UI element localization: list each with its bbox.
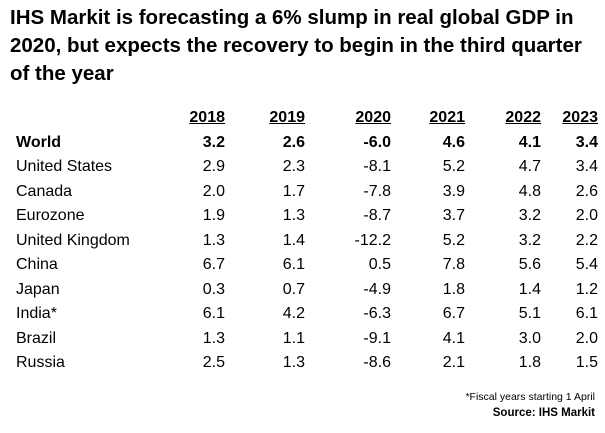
table-cell: 6.1 <box>575 305 598 322</box>
table-header-row: 2018 2019 2020 2021 2022 2023 <box>10 99 598 127</box>
table-cell: 6.1 <box>202 305 225 322</box>
table-cell: 0.7 <box>282 280 305 298</box>
footnote: *Fiscal years starting 1 April <box>465 391 595 403</box>
table-cell: 0.3 <box>202 280 225 298</box>
table-cell: 4.1 <box>518 133 541 151</box>
table-cell: 5.2 <box>442 158 465 175</box>
table-cell: 4.2 <box>282 305 305 322</box>
table-cell: 1.1 <box>282 329 305 347</box>
table-cell: -12.2 <box>354 231 391 249</box>
table-cell: 2.1 <box>442 354 465 371</box>
table-cell: 7.8 <box>442 256 465 273</box>
column-header: 2022 <box>505 109 541 126</box>
row-label: Russia <box>16 354 65 371</box>
table-cell: -6.3 <box>363 305 391 322</box>
table-cell: -8.7 <box>363 207 391 224</box>
table-cell: 3.4 <box>575 158 598 175</box>
table-cell: 3.7 <box>442 207 465 224</box>
column-header: 2018 <box>189 109 225 126</box>
table-cell: 1.3 <box>202 329 225 347</box>
table-cell: 2.0 <box>575 329 598 347</box>
table-cell: 6.7 <box>202 256 225 273</box>
row-label: United Kingdom <box>16 231 130 249</box>
table-cell: 2.6 <box>575 182 598 200</box>
table-row-world: World 3.2 2.6 -6.0 4.6 4.1 3.4 <box>10 127 598 152</box>
table-cell: 3.0 <box>518 329 541 347</box>
table-cell: 3.2 <box>518 207 541 224</box>
source-note: Source: IHS Markit <box>492 407 595 419</box>
column-header: 2020 <box>355 109 391 126</box>
table-cell: 4.8 <box>518 182 541 200</box>
table-cell: -8.1 <box>363 158 391 175</box>
table-cell: -4.9 <box>363 280 391 298</box>
table-cell: 4.7 <box>518 158 541 175</box>
column-header: 2019 <box>269 109 305 126</box>
table-cell: 1.4 <box>282 231 305 249</box>
table-cell: 1.9 <box>202 207 225 224</box>
table-cell: 1.3 <box>282 354 305 371</box>
row-label: Japan <box>16 280 60 298</box>
table-cell: 6.7 <box>442 305 465 322</box>
table-cell: 3.2 <box>518 231 541 249</box>
table-cell: 6.1 <box>282 256 305 273</box>
table-row: India* 6.1 4.2 -6.3 6.7 5.1 6.1 <box>10 299 598 324</box>
row-label: United States <box>16 158 113 175</box>
table-cell: 5.1 <box>518 305 541 322</box>
table-cell: 2.0 <box>575 207 598 224</box>
row-label: World <box>16 133 62 151</box>
table-cell: -9.1 <box>363 329 391 347</box>
table-cell: 2.3 <box>282 158 305 175</box>
table-cell: 2.5 <box>202 354 225 371</box>
table-cell: -6.0 <box>363 133 391 151</box>
table-cell: 3.9 <box>442 182 465 200</box>
table-row: Russia 2.5 1.3 -8.6 2.1 1.8 1.5 <box>10 348 598 373</box>
table-cell: -8.6 <box>363 354 391 371</box>
table-cell: 1.2 <box>575 280 598 298</box>
column-header: 2023 <box>562 109 598 126</box>
table-row: Brazil 1.3 1.1 -9.1 4.1 3.0 2.0 <box>10 323 598 348</box>
table-row: Japan 0.3 0.7 -4.9 1.8 1.4 1.2 <box>10 274 598 299</box>
table-cell: 5.4 <box>575 256 598 273</box>
table-cell: 1.8 <box>518 354 541 371</box>
table-cell: 1.4 <box>518 280 541 298</box>
table-cell: 5.2 <box>442 231 465 249</box>
table-row: Eurozone 1.9 1.3 -8.7 3.7 3.2 2.0 <box>10 201 598 226</box>
table-row: United Kingdom 1.3 1.4 -12.2 5.2 3.2 2.2 <box>10 225 598 250</box>
table-cell: 1.7 <box>282 182 305 200</box>
table-cell: 2.0 <box>202 182 225 200</box>
table-cell: 3.2 <box>202 133 225 151</box>
table-row: China 6.7 6.1 0.5 7.8 5.6 5.4 <box>10 250 598 275</box>
table-cell: 1.8 <box>442 280 465 298</box>
table-cell: 5.6 <box>518 256 541 273</box>
table-cell: 0.5 <box>368 256 391 273</box>
table-cell: 1.3 <box>202 231 225 249</box>
row-label: Brazil <box>16 329 57 347</box>
table-row: United States 2.9 2.3 -8.1 5.2 4.7 3.4 <box>10 152 598 177</box>
row-label: China <box>16 256 58 273</box>
chart-title: IHS Markit is forecasting a 6% slump in … <box>10 6 582 85</box>
table-cell: 1.3 <box>282 207 305 224</box>
row-label: Canada <box>16 182 73 200</box>
table-cell: 2.6 <box>282 133 305 151</box>
table-cell: 4.1 <box>442 329 465 347</box>
table-body: World 3.2 2.6 -6.0 4.6 4.1 3.4 United States 2.9… <box>10 127 598 372</box>
table-cell: 1.5 <box>575 354 598 371</box>
table-row: Canada 2.0 1.7 -7.8 3.9 4.8 2.6 <box>10 176 598 201</box>
row-label: Eurozone <box>16 207 85 224</box>
table-corner-cell <box>10 99 182 127</box>
table-cell: 2.9 <box>202 158 225 175</box>
table-cell: 2.2 <box>575 231 598 249</box>
row-label: India* <box>16 305 57 322</box>
table-cell: -7.8 <box>363 182 391 200</box>
column-header: 2021 <box>429 109 465 126</box>
table-cell: 4.6 <box>442 133 465 151</box>
table-cell: 3.4 <box>575 133 598 151</box>
gdp-forecast-table: 2018 2019 2020 2021 2022 2023 World 3.2 2.… <box>10 99 598 372</box>
